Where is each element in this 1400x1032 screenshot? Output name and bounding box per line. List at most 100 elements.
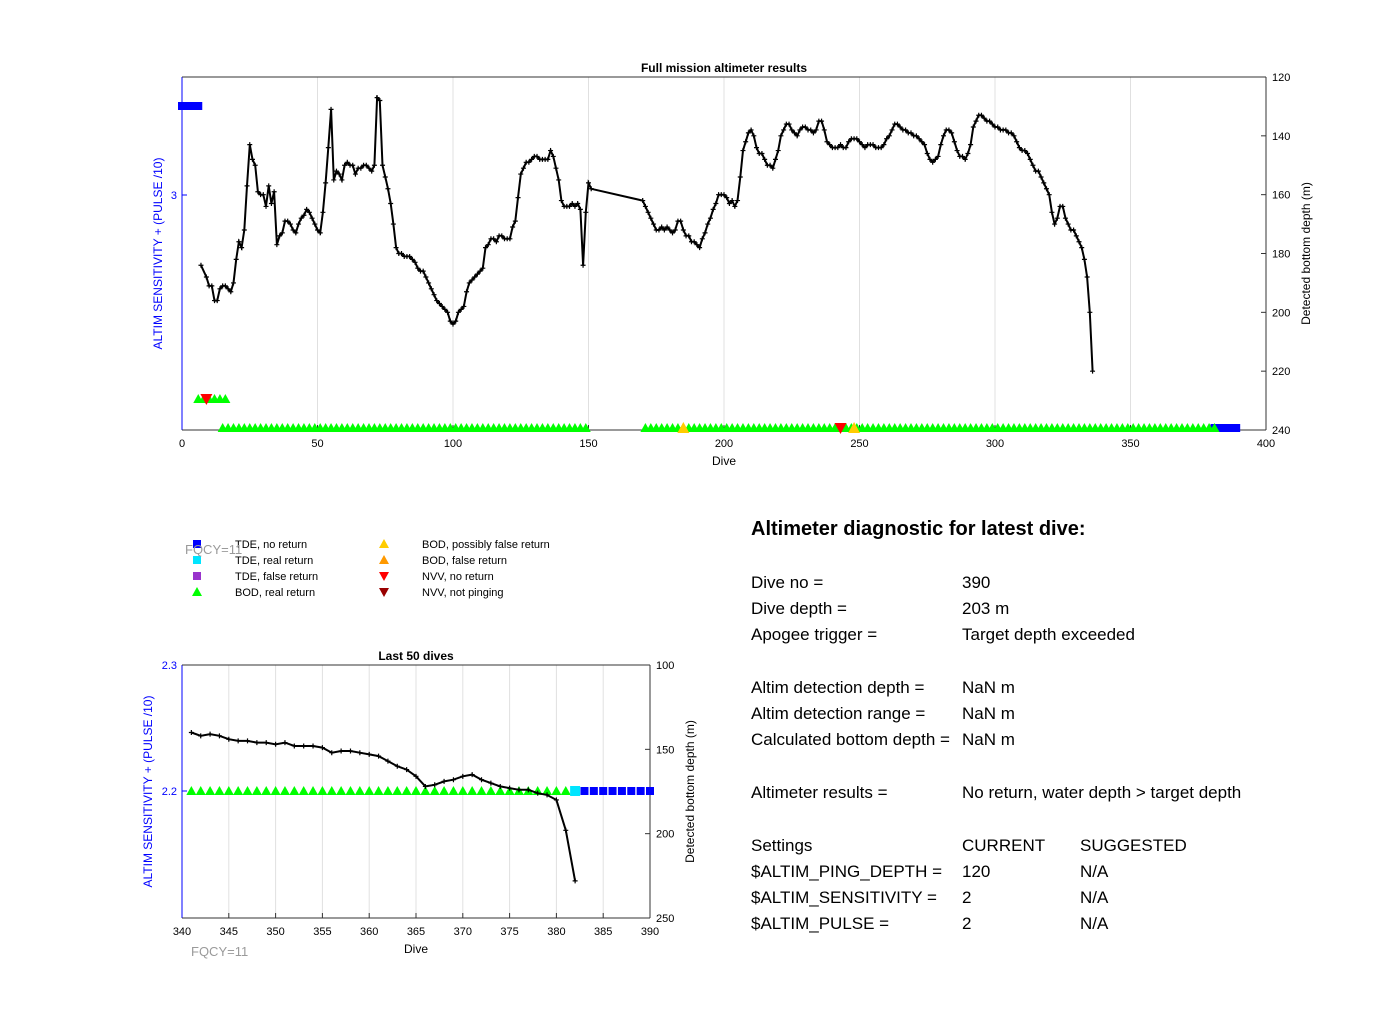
full-depth-point [729, 198, 735, 204]
last50-depth-point [553, 797, 559, 803]
full-depth-point [713, 200, 719, 206]
last50-marker [373, 786, 384, 795]
full-depth-point [1052, 221, 1058, 227]
full-depth-point [374, 95, 380, 101]
last50-x-tick-label: 355 [313, 926, 331, 938]
full-depth-point [680, 227, 686, 233]
last50-marker [551, 786, 562, 795]
last50-depth-point [413, 773, 419, 779]
det-depth-label: Altim detection depth = [751, 678, 925, 697]
full-depth-point [949, 130, 955, 136]
full-depth-point [724, 195, 730, 201]
legend-marker [379, 572, 389, 581]
last50-y-left-tick-label: 2.2 [162, 786, 177, 798]
full-marker [1226, 424, 1235, 432]
full-x-tick-label: 250 [850, 438, 868, 450]
full-depth-point [575, 200, 581, 206]
full-depth-point [661, 227, 667, 233]
full-depth-point [1046, 192, 1052, 198]
full-depth-point [927, 156, 933, 162]
full-depth-point [260, 192, 266, 198]
full-depth-point [743, 139, 749, 145]
last50-marker [326, 786, 337, 795]
full-depth-point [762, 156, 768, 162]
full-depth-point [838, 142, 844, 148]
last50-depth-point [319, 745, 325, 751]
full-depth-point [545, 156, 551, 162]
full-depth-point [737, 174, 743, 180]
last50-marker [467, 786, 478, 795]
diagnostic-title: Altimeter diagnostic for latest dive: [751, 518, 1086, 540]
full-depth-point [754, 145, 760, 151]
full-depth-point [1084, 274, 1090, 280]
results-label: Altimeter results = [751, 783, 888, 802]
full-depth-point [529, 156, 535, 162]
full-depth-point [970, 124, 976, 130]
full-depth-point [268, 200, 274, 206]
full-depth-point [748, 127, 754, 133]
full-y-right-label: Detected bottom depth (m) [1299, 182, 1313, 325]
full-depth-point [472, 274, 478, 280]
full-depth-point [323, 180, 329, 186]
last50-depth-point [497, 783, 503, 789]
full-x-tick-label: 200 [715, 438, 733, 450]
full-depth-point [485, 242, 491, 248]
full-depth-point [580, 262, 586, 268]
last50-marker [448, 786, 459, 795]
full-depth-point [789, 127, 795, 133]
full-depth-point [835, 145, 841, 151]
last50-depth-point [282, 740, 288, 746]
full-depth-point [409, 256, 415, 262]
full-depth-point [1008, 130, 1014, 136]
last50-marker [439, 786, 450, 795]
full-depth-point [707, 215, 713, 221]
full-depth-point [426, 280, 432, 286]
full-depth-point [640, 198, 646, 204]
sensitivity-label: $ALTIM_SENSITIVITY = [751, 888, 937, 907]
last50-marker [279, 786, 290, 795]
last50-marker [317, 786, 328, 795]
det-depth-row: Altim detection depth = NaN m [751, 678, 1015, 698]
full-depth-point [344, 159, 350, 165]
full-depth-point [520, 165, 526, 171]
full-depth-point [672, 227, 678, 233]
full-depth-point [664, 224, 670, 230]
full-y-right-tick-label: 140 [1272, 131, 1290, 143]
full-depth-point [309, 215, 315, 221]
last50-marker [298, 786, 309, 795]
full-x-tick-label: 300 [986, 438, 1004, 450]
settings-label: Settings [751, 836, 813, 855]
full-marker [200, 394, 213, 405]
full-depth-point [333, 168, 339, 174]
full-depth-point [217, 286, 223, 292]
full-depth-point [846, 139, 852, 145]
last50-marker [411, 786, 421, 795]
full-depth-point [388, 200, 394, 206]
last50-marker [401, 786, 412, 795]
full-depth-point [510, 224, 516, 230]
full-depth-point [203, 274, 209, 280]
last50-x-tick-label: 365 [407, 926, 425, 938]
full-depth-point [1038, 174, 1044, 180]
full-depth-point [767, 162, 773, 168]
last50-y-left-label: ALTIM SENSITIVITY + (PULSE /10) [141, 696, 155, 888]
full-depth-point [954, 148, 960, 154]
full-depth-point [916, 136, 922, 142]
full-depth-point [710, 206, 716, 212]
last50-depth-point [366, 751, 372, 757]
full-depth-point [770, 165, 776, 171]
full-depth-point [382, 174, 388, 180]
full-depth-point [759, 150, 765, 156]
full-depth-point [859, 142, 865, 148]
full-depth-point [691, 239, 697, 245]
full-depth-point [894, 121, 900, 127]
full-depth-point [499, 233, 505, 239]
full-depth-point [797, 127, 803, 133]
last50-depth-point [394, 763, 400, 769]
dive-no-row: Dive no = 390 [751, 573, 990, 593]
full-depth-point [978, 112, 984, 118]
full-depth-point [483, 245, 489, 251]
full-depth-point [726, 200, 732, 206]
full-depth-point [659, 224, 665, 230]
full-depth-point [428, 286, 434, 292]
